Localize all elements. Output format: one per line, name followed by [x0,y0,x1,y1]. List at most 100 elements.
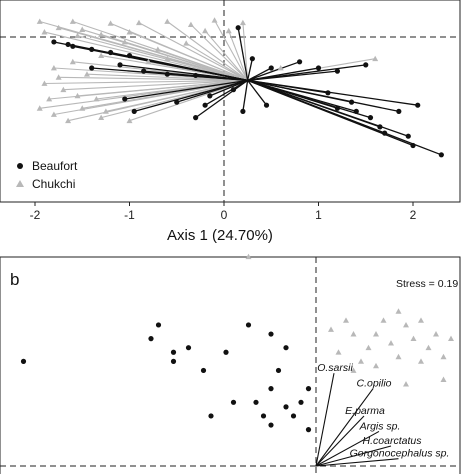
chukchi-point [121,38,128,45]
chukchi-point [440,376,447,382]
panel-a-chukchi-spokes [39,19,376,122]
chukchi-point [328,326,334,332]
beaufort-point [200,367,207,374]
beaufort-point [410,142,416,149]
beaufort-spoke [233,79,248,91]
beaufort-point [51,39,57,45]
legend-chukchi-label: Chukchi [32,177,75,191]
chukchi-point [380,317,387,323]
chukchi-point [65,117,72,124]
beaufort-point [235,25,241,31]
chukchi-point [410,335,417,341]
beaufort-point [240,108,246,114]
beaufort-point [117,62,123,68]
chukchi-spoke [63,79,248,91]
beaufort-point [207,93,213,99]
chukchi-point [74,32,81,39]
chukchi-point [350,367,357,373]
chukchi-point [164,55,171,62]
chukchi-spoke [105,79,248,112]
species-vector [315,445,392,467]
chukchi-point [98,31,105,37]
legend-beaufort-label: Beaufort [32,159,78,173]
beaufort-point [208,413,214,419]
beaufort-point [122,96,128,102]
beaufort-point [334,105,340,111]
chukchi-point [36,105,43,111]
beaufort-point [268,65,274,71]
species-vector [315,415,365,467]
chukchi-point [448,335,454,341]
beaufort-spoke [247,80,268,106]
beaufort-spoke [247,67,272,81]
chukchi-point [46,96,53,102]
beaufort-spoke [237,27,249,81]
beaufort-point [230,87,237,93]
chukchi-point [154,46,161,52]
species-label: E.parma [345,405,385,417]
beaufort-point [126,53,133,59]
panel-a: -2 -1 0 1 2 Axis 1 (24.70%) Beaufort Chukchi [0,0,461,244]
chukchi-spoke [124,41,248,81]
chukchi-point [395,308,402,314]
beaufort-point [141,68,147,74]
beaufort-point [193,115,199,121]
chukchi-point [79,105,86,111]
beaufort-spoke [129,54,248,82]
species-label: Gorgonocephalus sp. [350,448,450,460]
chukchi-point [164,18,171,24]
beaufort-point [131,108,137,114]
chukchi-spoke [166,21,248,81]
chukchi-spoke [44,31,248,81]
beaufort-point [396,108,402,114]
panel-a-x-tick-label: -2 [30,208,41,222]
chukchi-point [388,340,394,346]
chukchi-point [183,40,190,46]
beaufort-spoke [247,79,418,106]
chukchi-point [239,19,246,26]
chukchi-point [107,20,114,26]
chukchi-point [74,92,81,99]
species-label: O.sarsii [317,362,353,374]
panel-a-points [36,17,444,158]
beaufort-point [325,90,331,96]
chukchi-point [41,29,48,35]
beaufort-point [353,108,359,114]
beaufort-point [367,115,374,121]
chukchi-point [350,331,357,337]
chukchi-point [55,74,62,80]
beaufort-point [89,46,95,53]
chukchi-point [373,331,379,337]
chukchi-point [245,253,252,260]
chukchi-spoke [185,42,248,81]
beaufort-spoke [247,79,399,113]
beaufort-point [108,49,114,56]
chukchi-point [126,29,133,35]
species-label: Argis sp. [359,420,401,432]
beaufort-point [185,345,192,351]
chukchi-point [211,17,218,23]
beaufort-point [202,102,208,108]
beaufort-point [148,336,154,342]
chukchi-point [403,381,409,387]
chukchi-point [433,331,439,337]
chukchi-point [135,19,142,26]
chukchi-point [202,27,209,34]
chukchi-point [418,358,424,364]
beaufort-point [315,65,322,71]
beaufort-point [382,130,388,136]
species-label: H.coarctatus [363,435,423,447]
panel-a-x-ticks: -2 -1 0 1 2 [30,202,417,222]
beaufort-spoke [246,58,253,81]
beaufort-point [377,124,383,130]
chukchi-point [343,317,349,323]
beaufort-point [260,413,267,419]
beaufort-spoke [247,79,371,119]
chukchi-point [403,321,409,328]
beaufort-point [438,152,444,158]
panel-a-x-tick-label: 2 [410,208,417,222]
beaufort-point [263,102,270,108]
beaufort-spoke [195,74,248,82]
beaufort-point [348,99,355,105]
